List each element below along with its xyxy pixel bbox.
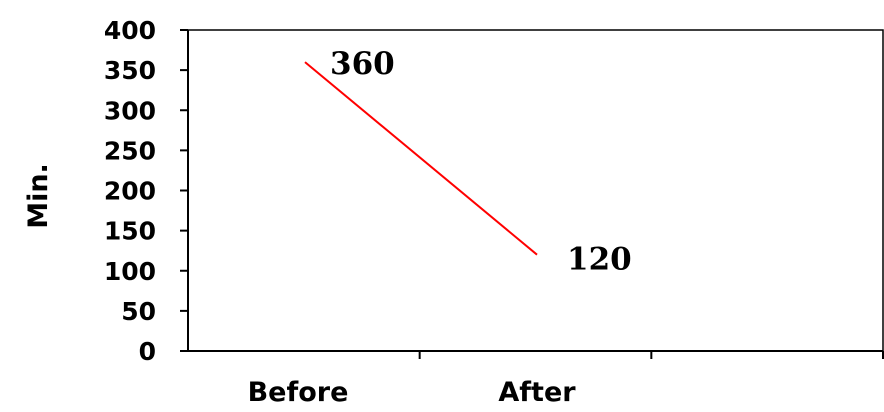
y-tick-label: 350 [104, 56, 156, 85]
y-tick-label: 50 [121, 297, 156, 326]
y-tick-label: 250 [104, 136, 156, 165]
y-axis-title: Min. [23, 163, 54, 229]
y-tick-label: 400 [104, 16, 156, 45]
data-label: 360 [330, 46, 395, 82]
series-line [304, 61, 538, 256]
x-ticks: Before After [248, 351, 884, 408]
plot-area [187, 29, 884, 352]
data-label: 120 [567, 242, 632, 278]
data-labels: 360 120 [330, 46, 632, 278]
x-category-label: After [498, 377, 576, 408]
series-layer [304, 61, 538, 256]
y-tick-label: 300 [104, 96, 156, 125]
y-ticks: 0 50 100 150 200 250 300 350 400 [104, 16, 188, 366]
y-tick-label: 0 [139, 337, 156, 366]
y-tick-label: 150 [104, 217, 156, 246]
x-category-label: Before [248, 377, 349, 408]
y-tick-label: 100 [104, 257, 156, 286]
y-tick-label: 200 [104, 177, 156, 206]
